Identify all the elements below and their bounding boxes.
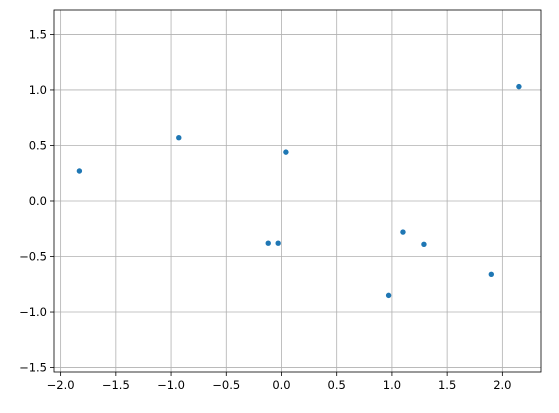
y-tick-label: −1.0	[19, 305, 47, 319]
x-tick-label: 1.5	[438, 378, 456, 392]
plot-frame	[53, 9, 542, 373]
data-point	[275, 240, 281, 246]
y-tick-label: 1.5	[29, 27, 47, 41]
x-tick-label: −2.0	[47, 378, 75, 392]
x-axis: −2.0 −1.5 −1.0 −0.5 0.0 0.5 1.0 1.5 2.0	[47, 372, 511, 392]
data-points	[76, 83, 522, 299]
data-point	[76, 168, 83, 174]
data-point	[265, 240, 271, 246]
y-tick-label: 1.0	[29, 83, 47, 97]
x-tick-label: 1.0	[383, 378, 401, 392]
data-point	[176, 134, 182, 141]
x-tick-label: 0.5	[328, 378, 346, 392]
x-tick-label: 2.0	[493, 378, 511, 392]
x-tick-label: −0.5	[212, 378, 240, 392]
y-tick-label: 0.0	[29, 194, 47, 208]
data-point	[283, 149, 289, 155]
y-tick-label: 0.5	[29, 138, 47, 152]
data-point	[421, 241, 427, 248]
x-tick-label: −1.5	[102, 378, 130, 392]
y-tick-label: −1.5	[19, 361, 47, 375]
data-point	[516, 83, 522, 90]
data-point	[488, 271, 495, 277]
data-point	[385, 292, 392, 299]
y-axis: −1.5 −1.0 −0.5 0.0 0.5 1.0 1.5	[19, 27, 54, 375]
x-tick-label: 0.0	[272, 378, 290, 392]
x-tick-label: −1.0	[157, 378, 185, 392]
y-tick-label: −0.5	[19, 250, 47, 264]
data-point	[400, 229, 406, 235]
grid	[54, 10, 541, 372]
